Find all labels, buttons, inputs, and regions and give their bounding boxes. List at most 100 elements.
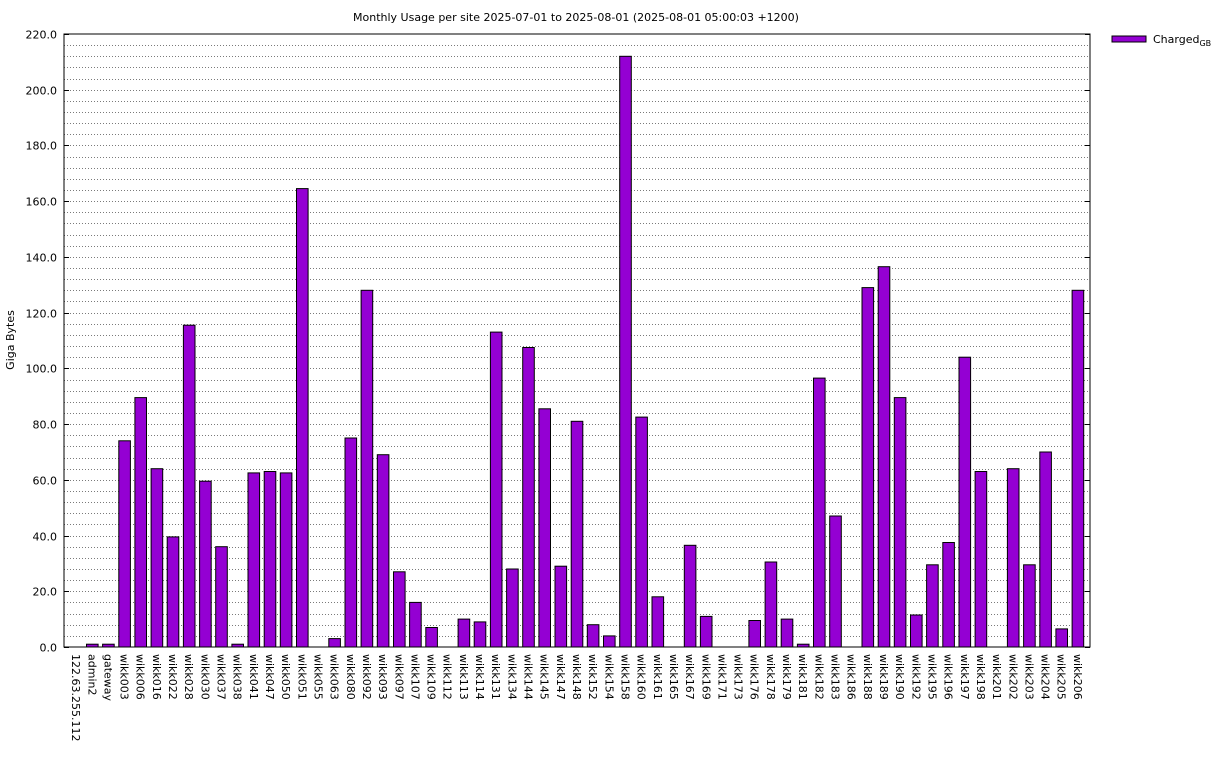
bar [215,546,228,648]
bar [182,324,196,648]
x-tick-label: wikk107 [408,654,421,700]
x-tick-label: wikk203 [1022,654,1035,700]
x-tick-label: wikk206 [1071,654,1084,700]
x-tick-label: gateway [101,654,114,702]
bar [473,621,487,648]
x-tick-label: wikk134 [505,654,518,700]
legend-label: ChargedGB [1153,33,1211,48]
bar [328,638,341,648]
bar [570,420,584,648]
y-tick-label: 140.0 [26,252,58,265]
x-tick-label: wikk202 [1006,654,1019,700]
x-tick-label: wikk147 [554,654,567,700]
bar [296,188,309,648]
y-tick-label: 0.0 [40,642,58,655]
x-tick-label: wikk114 [473,654,486,700]
bar [586,624,600,648]
x-tick-label: wikk181 [796,654,809,700]
x-tick-label: wikk173 [732,654,745,700]
legend-swatch [1111,35,1147,43]
bar [376,454,390,648]
y-tick-label: 200.0 [26,85,58,98]
y-tick-label: 20.0 [33,586,58,599]
x-tick-label: wikk041 [247,654,260,700]
bar [279,472,293,648]
plot-frame [63,33,1091,648]
bar [1071,289,1085,648]
x-tick-label: wikk113 [457,654,470,700]
x-tick-label: wikk092 [360,654,373,700]
x-tick-label: wikk109 [425,654,438,700]
x-tick-label: wikk093 [376,654,389,700]
x-tick-label: wikk047 [263,654,276,700]
x-tick-label: wikk198 [974,654,987,700]
x-tick-label: wikk028 [182,654,195,700]
bar [425,627,438,648]
bar [247,472,261,648]
x-tick-label: wikk152 [586,654,599,700]
x-tick-label: wikk037 [215,654,228,700]
x-tick-label: wikk196 [942,654,955,700]
x-tick-label: wikk182 [812,654,825,700]
bar [942,542,955,648]
bar [926,564,939,648]
bar [506,568,519,648]
bar [829,515,842,648]
bar [893,397,907,648]
bar [974,471,988,648]
x-tick-label: wikk189 [877,654,890,700]
x-tick-label: wikk050 [279,654,292,700]
bar [748,620,762,648]
bar [1039,451,1052,648]
x-tick-label: wikk055 [312,654,325,700]
x-tick-label: wikk169 [699,654,712,700]
x-tick-label: wikk201 [990,654,1003,700]
y-tick-label: 160.0 [26,196,58,209]
x-tick-label: wikk080 [344,654,357,700]
x-tick-label: wikk144 [522,654,535,700]
x-tick-label: admin2 [85,654,98,695]
bar [150,468,164,648]
bar [861,287,875,648]
x-tick-label: wikk154 [602,654,615,700]
x-tick-label: wikk188 [861,654,874,700]
x-tick-label: wikk161 [651,654,664,700]
x-tick-label: wikk171 [715,654,728,700]
x-tick-label: wikk131 [489,654,502,700]
bar [635,416,648,648]
bar [489,331,503,648]
x-tick-label: wikk097 [392,654,405,700]
x-tick-label: wikk205 [1055,654,1068,700]
x-tick-label: wikk192 [909,654,922,700]
x-tick-label: wikk167 [683,654,696,700]
y-tick-label: 100.0 [26,363,58,376]
x-tick-label: wikk179 [780,654,793,700]
bar [118,440,131,648]
y-axis-ticks: 0.0 20.0 40.0 60.0 80.0 100.0 120.0 140.0 160.0 1… [26,29,1090,655]
bar [877,266,891,648]
bar [344,437,358,648]
bar [538,408,552,648]
x-tick-label: wikk190 [893,654,906,700]
x-tick-label: wikk160 [635,654,648,700]
x-tick-label: wikk178 [764,654,777,700]
bar [958,356,972,648]
y-tick-label: 120.0 [26,308,58,321]
x-tick-label: wikk022 [166,654,179,700]
x-tick-label: wikk197 [958,654,971,700]
x-tick-label: wikk186 [845,654,858,700]
bar [199,480,212,648]
bar [360,289,374,648]
bar [910,614,923,648]
legend: ChargedGB [1111,33,1211,48]
x-tick-label: wikk148 [570,654,583,700]
chart-title: Monthly Usage per site 2025-07-01 to 202… [353,11,799,24]
y-tick-label: 220.0 [26,29,58,42]
bar [699,615,713,648]
y-axis-label: Giga Bytes [4,310,17,370]
x-tick-label: wikk165 [667,654,680,700]
y-tick-label: 40.0 [33,531,58,544]
x-tick-label: wikk204 [1039,654,1052,700]
y-tick-label: 60.0 [33,475,58,488]
